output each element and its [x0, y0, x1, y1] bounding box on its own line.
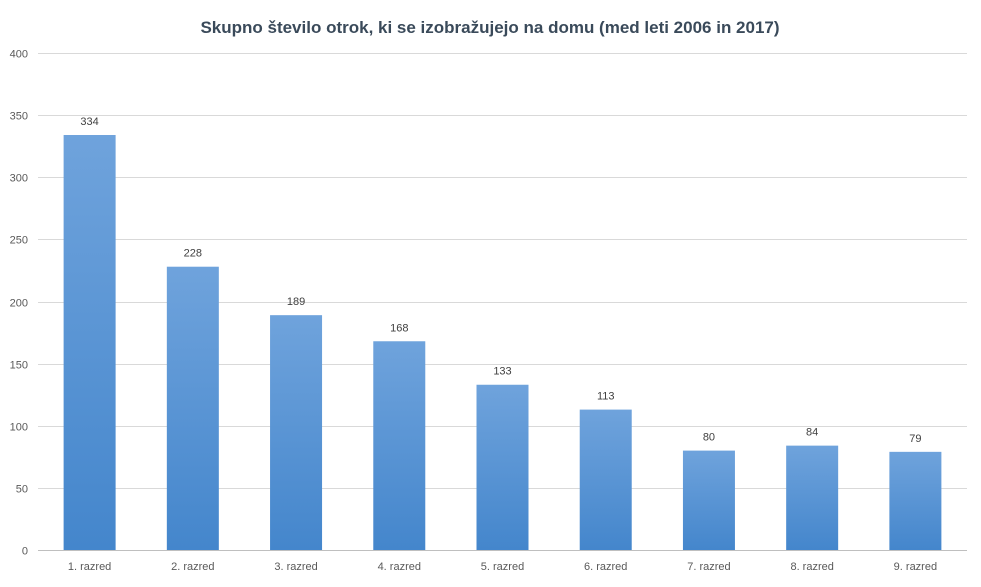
bar [166, 266, 219, 550]
x-axis-category-labels: 1. razred 2. razred 3. razred 4. razred 5. r… [68, 561, 937, 573]
bars [63, 135, 942, 550]
data-label: 79 [909, 433, 921, 445]
category-label: 9. razred [894, 561, 937, 573]
data-label: 228 [184, 248, 202, 260]
category-label: 7. razred [687, 561, 730, 573]
category-label: 8. razred [790, 561, 833, 573]
bar [270, 315, 323, 550]
data-label: 80 [703, 432, 715, 444]
y-tick-label: 50 [16, 484, 28, 496]
y-tick-label: 100 [10, 422, 28, 434]
data-label: 334 [80, 116, 98, 128]
category-label: 2. razred [171, 561, 214, 573]
data-label: 189 [287, 296, 305, 308]
bar [682, 450, 735, 550]
y-tick-label: 250 [10, 235, 28, 247]
y-tick-label: 350 [10, 111, 28, 123]
data-label: 133 [493, 366, 511, 378]
bar [889, 451, 942, 550]
bar [786, 445, 839, 550]
category-label: 6. razred [584, 561, 627, 573]
category-label: 4. razred [378, 561, 421, 573]
category-label: 5. razred [481, 561, 524, 573]
data-label: 168 [390, 322, 408, 334]
y-tick-label: 400 [10, 49, 28, 61]
bar [63, 135, 116, 550]
y-axis-tick-labels: 0 50 100 150 200 250 300 350 400 [10, 49, 28, 558]
y-tick-label: 150 [10, 360, 28, 372]
bar [579, 409, 632, 550]
chart-title: Skupno število otrok, ki se izobražujejo… [200, 18, 779, 37]
data-labels: 334 228 189 168 133 113 80 84 79 [80, 116, 921, 445]
y-tick-label: 200 [10, 298, 28, 310]
data-label: 113 [597, 391, 615, 403]
category-label: 1. razred [68, 561, 111, 573]
y-tick-label: 0 [22, 546, 28, 558]
bar [476, 384, 529, 550]
category-label: 3. razred [274, 561, 317, 573]
bar [373, 341, 426, 550]
y-tick-label: 300 [10, 173, 28, 185]
data-label: 84 [806, 427, 818, 439]
